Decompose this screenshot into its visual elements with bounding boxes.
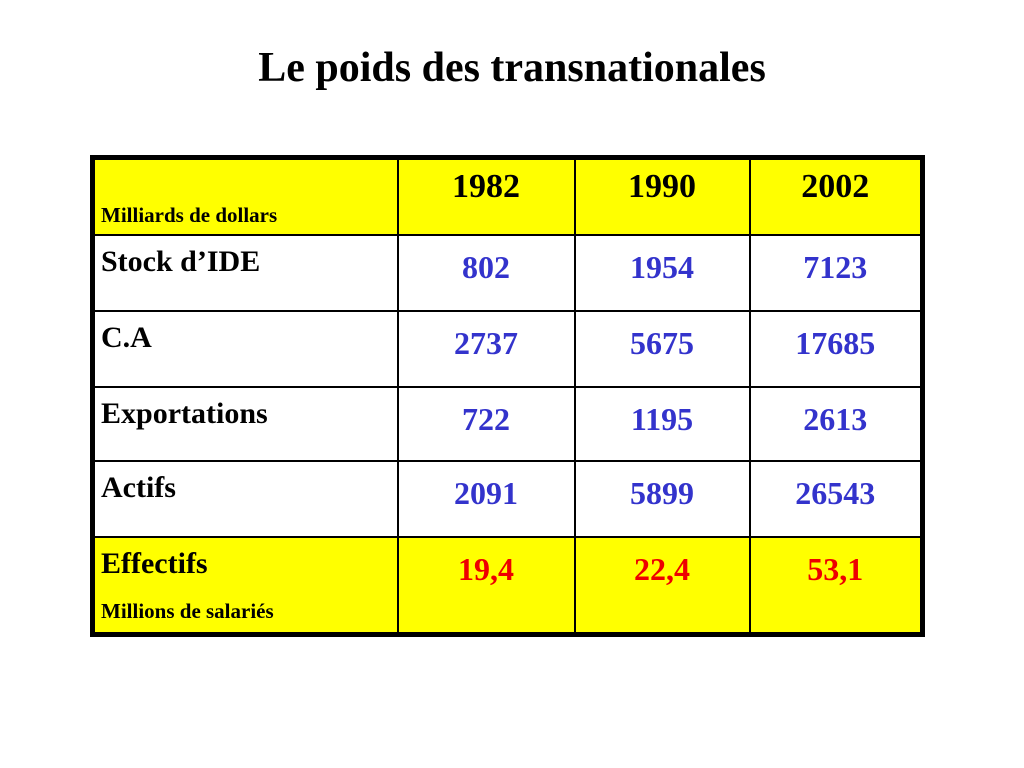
cell-value: 19,4 (396, 535, 576, 636)
year-header-2002: 2002 (748, 156, 924, 236)
cell-value: 7123 (748, 233, 924, 312)
cell-value: 5675 (573, 309, 751, 388)
slide-title: Le poids des transnationales (258, 45, 766, 91)
cell-value: 17685 (748, 309, 924, 388)
table-header-row: Milliards de dollars 1982 1990 2002 (91, 156, 924, 236)
row-label: C.A (91, 309, 399, 388)
table-row-exportations: Exportations 722 1195 2613 (91, 385, 924, 462)
cell-value: 22,4 (573, 535, 751, 636)
cell-value: 26543 (748, 459, 924, 538)
table-row-effectifs: Effectifs Millions de salariés 19,4 22,4… (91, 535, 924, 636)
row-label: Stock d’IDE (91, 233, 399, 312)
row-label: Effectifs (101, 546, 208, 580)
table-row-ca: C.A 2737 5675 17685 (91, 309, 924, 388)
table-row-stock-ide: Stock d’IDE 802 1954 7123 (91, 233, 924, 312)
cell-value: 5899 (573, 459, 751, 538)
cell-value: 1195 (573, 385, 751, 462)
row-sublabel: Millions de salariés (101, 598, 274, 623)
cell-value: 802 (396, 233, 576, 312)
transnationales-table: Milliards de dollars 1982 1990 2002 Stoc… (90, 155, 925, 637)
row-label: Exportations (91, 385, 399, 462)
year-header-1982: 1982 (396, 156, 576, 236)
row-label: Actifs (91, 459, 399, 538)
year-header-1990: 1990 (573, 156, 751, 236)
cell-value: 2737 (396, 309, 576, 388)
cell-value: 722 (396, 385, 576, 462)
cell-value: 2091 (396, 459, 576, 538)
row-label-group: Effectifs Millions de salariés (91, 535, 399, 636)
cell-value: 53,1 (748, 535, 924, 636)
corner-unit-label: Milliards de dollars (91, 156, 399, 236)
cell-value: 1954 (573, 233, 751, 312)
cell-value: 2613 (748, 385, 924, 462)
table-row-actifs: Actifs 2091 5899 26543 (91, 459, 924, 538)
